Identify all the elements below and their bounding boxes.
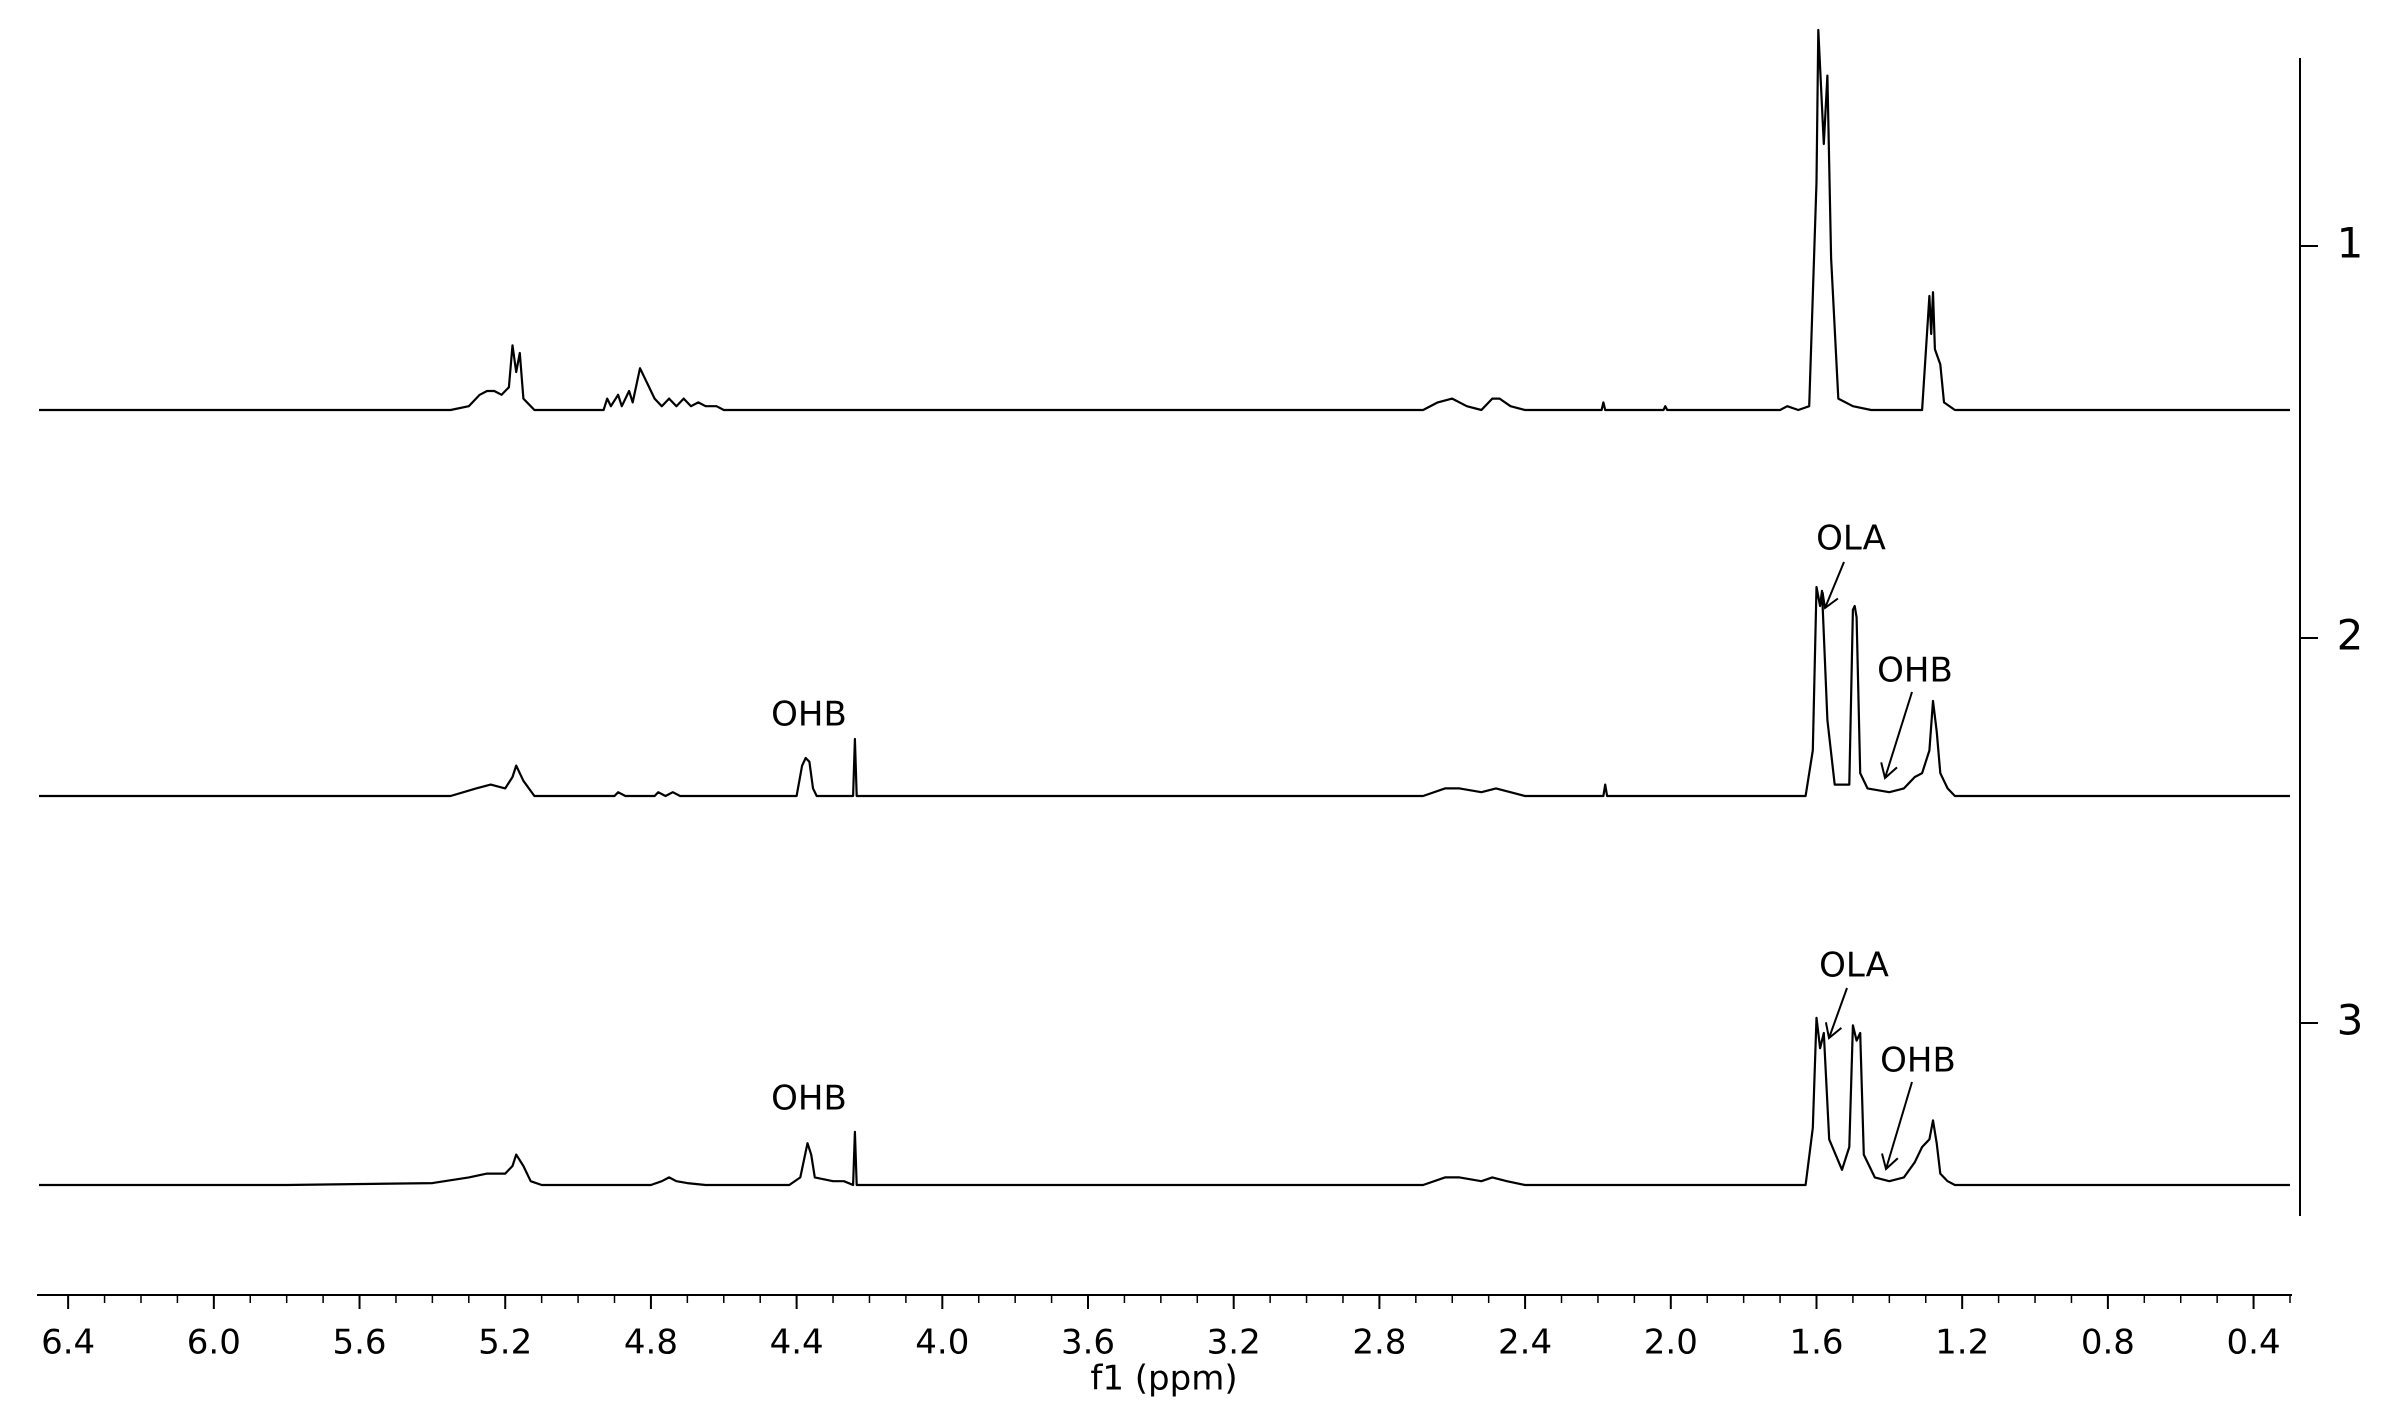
x-tick-label: 4.0 — [915, 1323, 969, 1363]
annotation: OLA — [1819, 946, 1889, 986]
x-tick-label: 2.0 — [1644, 1323, 1698, 1363]
annotation: OHB — [1877, 651, 1953, 691]
annotation-arrow — [1828, 987, 1848, 1039]
arrow-head — [1824, 1022, 1843, 1040]
x-tick-label: 0.8 — [2081, 1323, 2135, 1363]
annotation: OHB — [771, 695, 847, 735]
spectrum — [39, 1016, 2290, 1187]
spectrum-label: 1 — [2337, 219, 2364, 268]
spectrum-label: 3 — [2337, 996, 2364, 1045]
arrow-head — [1880, 762, 1898, 780]
x-tick-label: 5.2 — [478, 1323, 532, 1363]
x-tick-label: 6.4 — [41, 1323, 95, 1363]
x-tick-label: 0.4 — [2227, 1323, 2281, 1363]
x-tick-label: 1.6 — [1789, 1323, 1843, 1363]
x-tick-label: 4.8 — [624, 1323, 678, 1363]
spectrum — [39, 585, 2290, 798]
x-tick-label: 5.6 — [332, 1323, 386, 1363]
x-tick-label: 3.6 — [1061, 1323, 1115, 1363]
x-tick-label: 2.4 — [1498, 1323, 1552, 1363]
x-tick-label: 4.4 — [770, 1323, 824, 1363]
annotation-arrow — [1824, 561, 1845, 609]
x-tick-label: 2.8 — [1352, 1323, 1406, 1363]
spectrum-label: 2 — [2337, 611, 2364, 660]
x-tick-label: 3.2 — [1207, 1323, 1261, 1363]
arrow-head — [1881, 1153, 1899, 1171]
x-axis-label: f1 (ppm) — [1090, 1359, 1237, 1399]
annotation: OLA — [1816, 519, 1886, 559]
annotation-arrow — [1884, 691, 1913, 779]
spectrum — [39, 28, 2290, 412]
annotation: OHB — [1880, 1041, 1956, 1081]
annotation-arrow — [1885, 1081, 1913, 1170]
arrow-head — [1821, 592, 1839, 610]
annotation: OHB — [771, 1079, 847, 1119]
x-tick-label: 6.0 — [187, 1323, 241, 1363]
x-tick-label: 1.2 — [1935, 1323, 1989, 1363]
